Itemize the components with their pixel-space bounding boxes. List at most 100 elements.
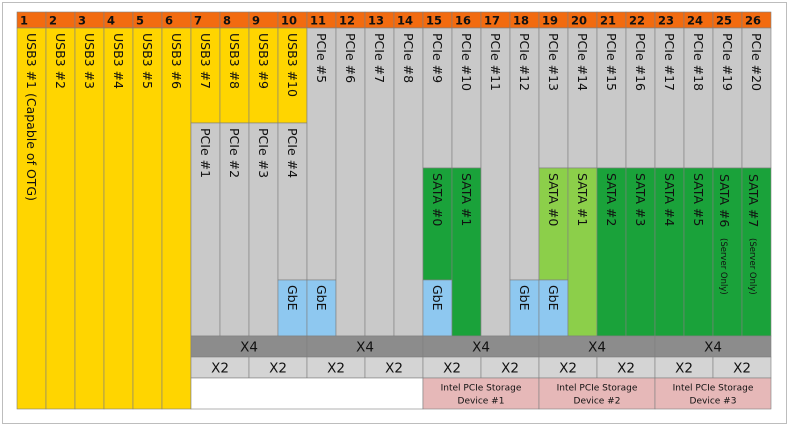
x2-label-1: X2 <box>211 361 229 377</box>
lane-15-label-1: SATA #0 <box>430 173 445 226</box>
storage-device-3-line-1: Intel PCIe Storage <box>673 384 754 394</box>
lane-21-label-1: SATA #2 <box>604 173 619 226</box>
lane-11-label-1: GbE <box>314 285 329 311</box>
lane-4-label-0: USB3 #4 <box>111 33 126 89</box>
x4-label-4: X4 <box>588 340 606 356</box>
lane-8-segment-1 <box>219 122 250 337</box>
lane-10-label-0: USB3 #10 <box>285 33 300 97</box>
lane-18-segment-0 <box>509 27 540 281</box>
port-number-5: 5 <box>136 14 144 28</box>
lane-12-label-0: PCIe #6 <box>343 33 358 83</box>
lane-19-segment-0 <box>538 27 569 169</box>
x2-label-7: X2 <box>559 361 577 377</box>
x2-label-5: X2 <box>443 361 461 377</box>
lane-9-label-0: USB3 #9 <box>256 33 271 89</box>
lane-16-segment-0 <box>451 27 482 169</box>
port-number-11: 11 <box>310 14 326 28</box>
lane-23-label-1: SATA #4 <box>662 173 677 226</box>
lane-23-label-0: PCIe #17 <box>662 33 677 91</box>
lane-15-segment-2 <box>422 279 453 337</box>
port-number-24: 24 <box>687 14 703 28</box>
lane-2-label-0: USB3 #2 <box>53 33 68 89</box>
lane-15-segment-0 <box>422 27 453 169</box>
storage-device-1-line-2: Device #1 <box>458 397 505 407</box>
port-number-25: 25 <box>716 14 732 28</box>
unused-bottom-area <box>190 377 424 410</box>
port-number-19: 19 <box>542 14 558 28</box>
x4-label-1: X4 <box>240 340 258 356</box>
lane-11-label-0: PCIe #5 <box>314 33 329 83</box>
lane-7-segment-1 <box>190 122 221 337</box>
lane-25-segment-0 <box>712 27 743 169</box>
lane-21-segment-1 <box>596 167 627 337</box>
lane-10-label-1: PCIe #4 <box>285 128 300 178</box>
lane-15-label-2: GbE <box>430 285 445 311</box>
port-number-13: 13 <box>368 14 384 28</box>
lane-3-label-0: USB3 #3 <box>82 33 97 89</box>
lane-9-label-1: PCIe #3 <box>256 128 271 178</box>
lane-16-label-1: SATA #1 <box>459 173 474 226</box>
x2-label-4: X2 <box>385 361 403 377</box>
lane-18-label-0: PCIe #12 <box>517 33 532 91</box>
x2-label-10: X2 <box>733 361 751 377</box>
lane-25-label-0: PCIe #19 <box>720 33 735 91</box>
port-number-18: 18 <box>513 14 529 28</box>
lane-20-segment-0 <box>567 27 598 169</box>
x2-label-3: X2 <box>327 361 345 377</box>
port-number-7: 7 <box>194 14 202 28</box>
lane-19-label-2: GbE <box>546 285 561 311</box>
port-number-1: 1 <box>20 14 28 28</box>
lane-18-label-1: GbE <box>517 285 532 311</box>
x2-label-9: X2 <box>675 361 693 377</box>
lane-26-label-1: SATA #7 <box>746 174 761 227</box>
lane-9-segment-1 <box>248 122 279 337</box>
port-number-3: 3 <box>78 14 86 28</box>
lane-24-label-0: PCIe #18 <box>691 33 706 91</box>
storage-device-3 <box>654 377 772 410</box>
lane-1-label-0: USB3 #1 (Capable of OTG) <box>24 33 39 201</box>
lane-26-label-0: PCIe #20 <box>749 33 764 91</box>
port-number-2: 2 <box>49 14 57 28</box>
port-number-10: 10 <box>281 14 297 28</box>
lane-10-label-2: GbE <box>285 285 300 311</box>
lane-19-segment-2 <box>538 279 569 337</box>
lane-15-label-0: PCIe #9 <box>430 33 445 83</box>
lane-24-label-1: SATA #5 <box>691 173 706 226</box>
port-number-20: 20 <box>571 14 587 28</box>
lane-3-segment-0 <box>74 27 105 410</box>
lane-13-label-0: PCIe #7 <box>372 33 387 83</box>
x2-label-2: X2 <box>269 361 287 377</box>
lane-8-label-1: PCIe #2 <box>227 128 242 178</box>
port-number-16: 16 <box>455 14 471 28</box>
lane-8-label-0: USB3 #8 <box>227 33 242 89</box>
port-number-6: 6 <box>165 14 173 28</box>
port-number-15: 15 <box>426 14 442 28</box>
lane-22-label-1: SATA #3 <box>633 173 648 226</box>
lane-19-label-0: PCIe #13 <box>546 33 561 91</box>
storage-device-3-line-2: Device #3 <box>690 397 737 407</box>
lane-13-segment-0 <box>364 27 395 337</box>
lane-5-label-0: USB3 #5 <box>140 33 155 89</box>
lane-22-segment-1 <box>625 167 656 337</box>
lane-16-label-0: PCIe #10 <box>459 33 474 91</box>
port-number-12: 12 <box>339 14 355 28</box>
lane-26-server-only: (Server Only) <box>747 238 757 295</box>
lane-25-server-only: (Server Only) <box>718 238 728 295</box>
port-number-8: 8 <box>223 14 231 28</box>
storage-device-2-line-1: Intel PCIe Storage <box>557 384 638 394</box>
storage-device-2 <box>538 377 656 410</box>
lane-4-segment-0 <box>103 27 134 410</box>
lane-7-label-1: PCIe #1 <box>198 128 213 178</box>
storage-device-1-line-1: Intel PCIe Storage <box>441 384 522 394</box>
lane-26-segment-1 <box>741 167 772 337</box>
lane-11-segment-0 <box>306 27 337 281</box>
port-number-23: 23 <box>658 14 674 28</box>
lane-7-label-0: USB3 #7 <box>198 33 213 89</box>
port-number-4: 4 <box>107 14 115 28</box>
lane-22-segment-0 <box>625 27 656 169</box>
x2-label-8: X2 <box>617 361 635 377</box>
lane-21-label-0: PCIe #15 <box>604 33 619 91</box>
lane-17-label-0: PCIe #11 <box>488 33 503 91</box>
lane-20-label-1: SATA #1 <box>575 173 590 226</box>
